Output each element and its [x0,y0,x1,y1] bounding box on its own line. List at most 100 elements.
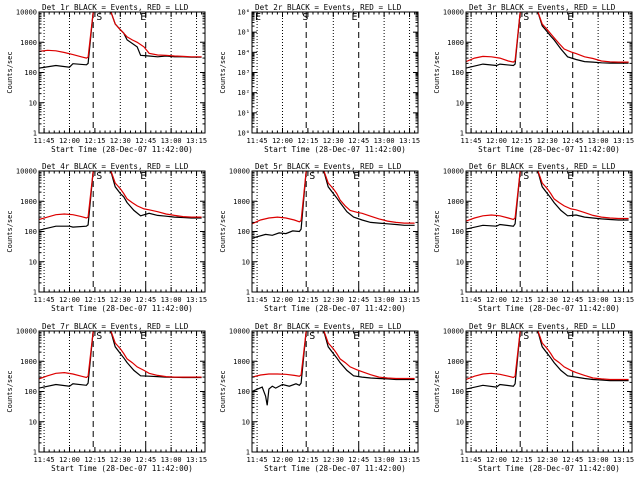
x-tick-label: 12:15 [84,137,105,145]
y-tick-label: 1000 [233,198,250,206]
y-tick-label: 10 [456,258,464,266]
x-tick-label: 11:45 [34,296,55,304]
panel-det-9: S E 1 10 100 1000 10000 11:45 12:00 12:15 12:30 12:… [433,322,634,473]
state-marker: E [567,171,573,182]
state-marker: S [523,331,529,342]
x-tick-label: 13:15 [186,137,207,145]
x-tick-label: 13:00 [161,296,182,304]
x-tick-label: 13:15 [399,137,420,145]
state-marker: S [309,331,315,342]
x-axis-label: Start Time (28-Dec-07 11:42:00) [51,145,193,154]
series-events [252,171,415,239]
series-group [466,331,629,390]
x-tick-label: 12:15 [511,137,532,145]
y-tick-label: 1 [460,449,464,457]
y-axis-label: Counts/sec [433,370,441,412]
series-events [252,331,415,406]
x-axis-label: Start Time (28-Dec-07 11:42:00) [264,464,406,473]
y-tick-label: 1 [460,289,464,297]
x-tick-label: 12:45 [348,137,369,145]
x-tick-label: 12:15 [297,296,318,304]
x-axis-label: Start Time (28-Dec-07 11:42:00) [51,464,193,473]
state-marker: S [96,331,102,342]
state-marker: E [353,331,359,342]
x-tick-label: 13:15 [186,296,207,304]
x-tick-label: 11:45 [247,296,268,304]
x-tick-label: 13:15 [613,456,634,464]
y-tick-label: 10000 [16,328,37,336]
series-lld [39,171,202,221]
y-axis-label: Counts/sec [433,51,441,93]
x-tick-label: 12:45 [348,296,369,304]
plot-frame [251,170,419,293]
plot-frame [465,170,633,293]
x-axis-label: Start Time (28-Dec-07 11:42:00) [51,304,193,313]
y-axis-label: Counts/sec [219,51,227,93]
y-tick-label: 1 [33,289,37,297]
x-tick-label: 12:30 [537,137,558,145]
series-events [39,12,202,69]
y-tick-label: 100 [237,388,250,396]
x-tick-label: 12:15 [84,296,105,304]
y-tick-label: 10000 [16,9,37,17]
y-tick-label: 100 [237,228,250,236]
x-tick-label: 12:45 [135,296,156,304]
x-tick-label: 12:00 [486,137,507,145]
x-tick-label: 13:00 [161,456,182,464]
x-tick-label: 12:15 [511,296,532,304]
panel-det-4: S E 1 10 100 1000 10000 11:45 12:00 12:15 12:30 12:… [6,162,207,313]
panel-title: Det 2r BLACK = Events, RED = LLD [255,3,402,12]
x-tick-label: 11:45 [461,137,482,145]
x-tick-label: 12:45 [562,296,583,304]
y-tick-label: 1 [246,289,250,297]
state-marker: S [309,171,315,182]
x-tick-label: 12:00 [59,456,80,464]
y-tick-label: 100 [451,388,464,396]
plot-frame [465,11,633,134]
y-tick-label: 100 [24,388,37,396]
x-tick-label: 13:00 [374,296,395,304]
y-tick-label: 10⁰ [237,130,250,138]
y-tick-label: 10000 [443,168,464,176]
x-tick-label: 13:15 [399,296,420,304]
plot-frame [38,330,206,453]
x-tick-label: 13:00 [374,456,395,464]
x-tick-label: 12:00 [486,296,507,304]
y-tick-label: 10⁶ [237,9,250,17]
y-tick-label: 10² [237,89,250,97]
state-marker: E [567,12,573,23]
state-marker: E [353,171,359,182]
series-lld [252,331,415,380]
y-tick-label: 10 [29,418,37,426]
series-lld [39,331,202,380]
plot-frame [465,330,633,453]
x-tick-label: 12:15 [511,456,532,464]
x-tick-label: 12:45 [135,456,156,464]
panel-title: Det 9r BLACK = Events, RED = LLD [469,322,616,331]
y-tick-label: 100 [24,69,37,77]
series-group [466,171,629,230]
x-tick-label: 12:15 [84,456,105,464]
x-tick-label: 13:00 [161,137,182,145]
panel-det-2: E S E 10⁰ 10¹ 10² 10³ 10⁴ 10⁵ 10⁶ 11:45 12:00 12:15 1… [219,3,420,154]
x-tick-label: 12:00 [272,296,293,304]
plot-frame [251,11,419,134]
y-tick-label: 10000 [443,328,464,336]
x-tick-label: 12:30 [537,296,558,304]
panel-title: Det 6r BLACK = Events, RED = LLD [469,162,616,171]
y-tick-label: 1 [33,449,37,457]
x-axis-label: Start Time (28-Dec-07 11:42:00) [478,145,620,154]
state-marker: E [140,331,146,342]
series-events [466,171,629,230]
y-tick-label: 10000 [16,168,37,176]
y-tick-label: 1 [33,130,37,138]
x-tick-label: 13:00 [374,137,395,145]
y-tick-label: 1000 [447,39,464,47]
series-events [39,171,202,231]
panel-title: Det 3r BLACK = Events, RED = LLD [469,3,616,12]
y-tick-label: 10³ [237,69,250,77]
series-lld [252,171,415,225]
x-tick-label: 12:30 [323,296,344,304]
y-tick-label: 10 [456,99,464,107]
panel-title: Det 8r BLACK = Events, RED = LLD [255,322,402,331]
